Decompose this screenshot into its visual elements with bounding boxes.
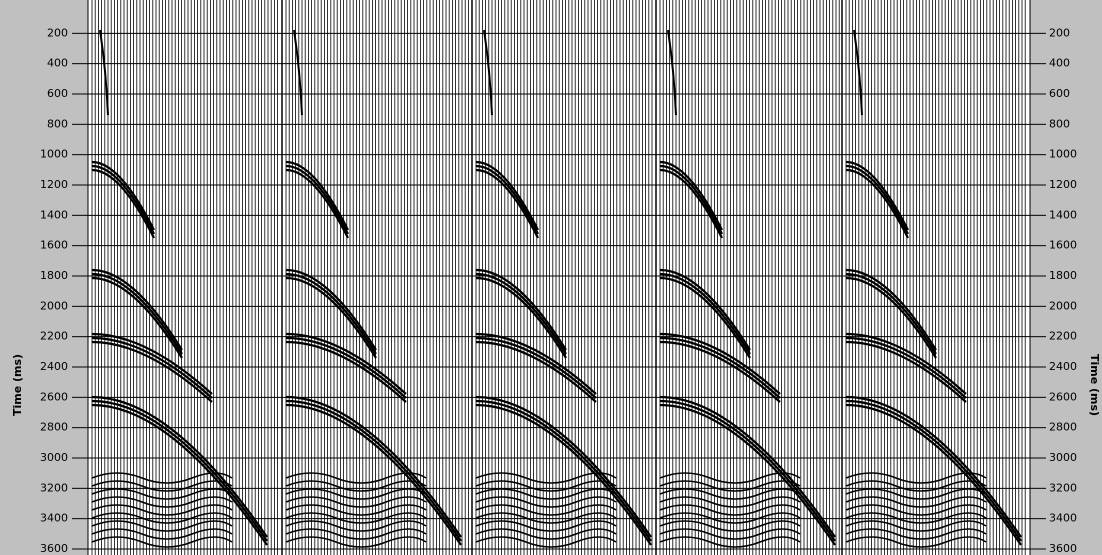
y2-tick-label: 600 — [1049, 87, 1070, 100]
y-tick-label: 1800 — [40, 269, 68, 282]
y2-tick-label: 1600 — [1049, 239, 1077, 252]
y2-tick-label: 800 — [1049, 117, 1070, 130]
y2-tick-label: 3000 — [1049, 451, 1077, 464]
y-tick-label: 2400 — [40, 360, 68, 373]
y-tick-label: 3200 — [40, 481, 68, 494]
y-tick-label: 2000 — [40, 299, 68, 312]
y2-tick-label: 1400 — [1049, 208, 1077, 221]
y-tick-label: 3600 — [40, 542, 68, 555]
y2-tick-label: 3400 — [1049, 512, 1077, 525]
y-tick-label: 3400 — [40, 512, 68, 525]
y-tick-label: 1200 — [40, 178, 68, 191]
y-tick-label: 3000 — [40, 451, 68, 464]
y2-tick-label: 2400 — [1049, 360, 1077, 373]
y2-tick-label: 2800 — [1049, 421, 1077, 434]
y-tick-label: 1600 — [40, 239, 68, 252]
y2-tick-label: 3600 — [1049, 542, 1077, 555]
y-tick-label: 2800 — [40, 421, 68, 434]
y-tick-label: 600 — [47, 87, 68, 100]
y2-tick-label: 2200 — [1049, 330, 1077, 343]
y2-tick-label: 3200 — [1049, 481, 1077, 494]
y-tick-label: 2200 — [40, 330, 68, 343]
y-axis-label: Time (ms) — [11, 354, 24, 416]
y2-tick-label: 1200 — [1049, 178, 1077, 191]
y2-tick-label: 2600 — [1049, 390, 1077, 403]
y-tick-label: 200 — [47, 26, 68, 39]
y2-tick-label: 2000 — [1049, 299, 1077, 312]
y2-axis-label: Time (ms) — [1088, 354, 1101, 416]
y-tick-label: 400 — [47, 57, 68, 70]
y-tick-label: 1000 — [40, 148, 68, 161]
y2-tick-label: 400 — [1049, 57, 1070, 70]
y-tick-label: 1400 — [40, 208, 68, 221]
y2-tick-label: 200 — [1049, 26, 1070, 39]
y-tick-label: 800 — [47, 117, 68, 130]
y-tick-label: 2600 — [40, 390, 68, 403]
y2-tick-label: 1800 — [1049, 269, 1077, 282]
seismic-viewer: Time (ms) Time (ms) 200 200 400 400 600 600 80… — [0, 0, 1102, 555]
y2-tick-label: 1000 — [1049, 148, 1077, 161]
